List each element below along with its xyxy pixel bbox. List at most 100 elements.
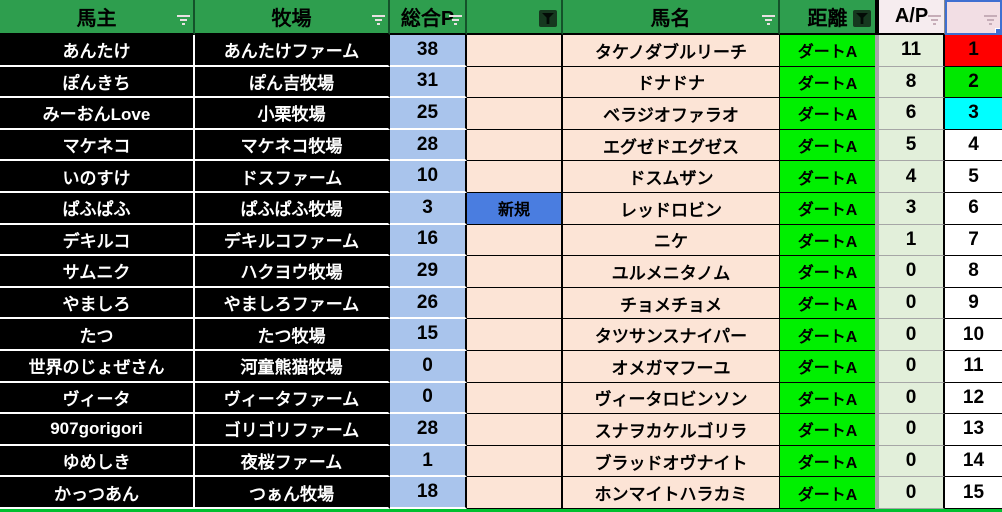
ap-cell[interactable]: 0: [875, 256, 945, 288]
ap-cell[interactable]: 0: [875, 445, 945, 478]
tag-cell[interactable]: [467, 224, 563, 257]
farm-cell[interactable]: ヴィータファーム: [195, 382, 390, 415]
filter-dropdown-icon[interactable]: [372, 14, 385, 26]
horse-name-cell[interactable]: ブラッドオヴナイト: [563, 445, 780, 478]
points-cell[interactable]: 3: [390, 192, 467, 225]
filter-dropdown-icon[interactable]: [177, 14, 190, 26]
tag-cell[interactable]: [467, 256, 563, 288]
owner-cell[interactable]: 世界のじょぜさん: [0, 350, 195, 383]
tag-cell[interactable]: [467, 414, 563, 446]
column-header-horse[interactable]: 馬名: [563, 0, 780, 35]
distance-cell[interactable]: ダートA: [780, 161, 875, 193]
distance-cell[interactable]: ダートA: [780, 35, 875, 67]
owner-cell[interactable]: いのすけ: [0, 161, 195, 193]
distance-cell[interactable]: ダートA: [780, 287, 875, 320]
owner-cell[interactable]: ゆめしき: [0, 445, 195, 478]
points-cell[interactable]: 0: [390, 382, 467, 415]
horse-name-cell[interactable]: ドスムザン: [563, 161, 780, 193]
owner-cell[interactable]: サムニク: [0, 256, 195, 288]
horse-name-cell[interactable]: スナヲカケルゴリラ: [563, 414, 780, 446]
owner-cell[interactable]: ぱふぱふ: [0, 192, 195, 225]
distance-cell[interactable]: ダートA: [780, 224, 875, 257]
ap-cell[interactable]: 0: [875, 414, 945, 446]
tag-cell[interactable]: [467, 319, 563, 351]
rank-cell[interactable]: 15: [945, 477, 1002, 509]
distance-cell[interactable]: ダートA: [780, 382, 875, 415]
owner-cell[interactable]: たつ: [0, 319, 195, 351]
horse-name-cell[interactable]: オメガマフーユ: [563, 350, 780, 383]
horse-name-cell[interactable]: ドナドナ: [563, 66, 780, 99]
distance-cell[interactable]: ダートA: [780, 129, 875, 162]
rank-cell[interactable]: 10: [945, 319, 1002, 351]
ap-cell[interactable]: 3: [875, 192, 945, 225]
distance-cell[interactable]: ダートA: [780, 414, 875, 446]
farm-cell[interactable]: 夜桜ファーム: [195, 445, 390, 478]
horse-name-cell[interactable]: ホンマイトハラカミ: [563, 477, 780, 509]
horse-name-cell[interactable]: タツサンスナイパー: [563, 319, 780, 351]
ap-cell[interactable]: 11: [875, 35, 945, 67]
selection-fill-handle[interactable]: [995, 28, 1000, 33]
ap-cell[interactable]: 1: [875, 224, 945, 257]
filter-active-icon[interactable]: [853, 10, 871, 27]
points-cell[interactable]: 26: [390, 287, 467, 320]
rank-cell[interactable]: 6: [945, 192, 1002, 225]
owner-cell[interactable]: ヴィータ: [0, 382, 195, 415]
farm-cell[interactable]: ぽん吉牧場: [195, 66, 390, 99]
column-header-distance[interactable]: 距離: [780, 0, 875, 35]
horse-name-cell[interactable]: タケノダブルリーチ: [563, 35, 780, 67]
tag-cell[interactable]: 新規: [467, 192, 563, 225]
distance-cell[interactable]: ダートA: [780, 66, 875, 99]
farm-cell[interactable]: つぁん牧場: [195, 477, 390, 509]
ap-cell[interactable]: 0: [875, 477, 945, 509]
points-cell[interactable]: 0: [390, 350, 467, 383]
owner-cell[interactable]: みーおんLove: [0, 98, 195, 130]
farm-cell[interactable]: やましろファーム: [195, 287, 390, 320]
horse-name-cell[interactable]: ベラジオファラオ: [563, 98, 780, 130]
tag-cell[interactable]: [467, 445, 563, 478]
tag-cell[interactable]: [467, 350, 563, 383]
filter-dropdown-icon[interactable]: [449, 14, 462, 26]
rank-cell[interactable]: 3: [945, 98, 1002, 130]
tag-cell[interactable]: [467, 66, 563, 99]
tag-cell[interactable]: [467, 287, 563, 320]
ap-cell[interactable]: 8: [875, 66, 945, 99]
points-cell[interactable]: 16: [390, 224, 467, 257]
farm-cell[interactable]: マケネコ牧場: [195, 129, 390, 162]
farm-cell[interactable]: ハクヨウ牧場: [195, 256, 390, 288]
points-cell[interactable]: 38: [390, 35, 467, 67]
owner-cell[interactable]: デキルコ: [0, 224, 195, 257]
rank-cell[interactable]: 1: [945, 35, 1002, 67]
farm-cell[interactable]: 小栗牧場: [195, 98, 390, 130]
owner-cell[interactable]: かっつあん: [0, 477, 195, 509]
rank-cell[interactable]: 4: [945, 129, 1002, 162]
column-header-rank-selected-cell[interactable]: [945, 0, 1002, 35]
rank-cell[interactable]: 7: [945, 224, 1002, 257]
rank-cell[interactable]: 5: [945, 161, 1002, 193]
ap-cell[interactable]: 6: [875, 98, 945, 130]
filter-dropdown-icon[interactable]: [762, 14, 775, 26]
rank-cell[interactable]: 13: [945, 414, 1002, 446]
tag-cell[interactable]: [467, 35, 563, 67]
column-header-farm[interactable]: 牧場: [195, 0, 390, 35]
column-header-owner[interactable]: 馬主: [0, 0, 195, 35]
distance-cell[interactable]: ダートA: [780, 477, 875, 509]
farm-cell[interactable]: ゴリゴリファーム: [195, 414, 390, 446]
column-header-points[interactable]: 総合P: [390, 0, 467, 35]
points-cell[interactable]: 1: [390, 445, 467, 478]
owner-cell[interactable]: やましろ: [0, 287, 195, 320]
filter-dropdown-icon[interactable]: [984, 14, 997, 26]
filter-active-icon[interactable]: [539, 10, 557, 27]
ap-cell[interactable]: 0: [875, 350, 945, 383]
owner-cell[interactable]: 907gorigori: [0, 414, 195, 446]
points-cell[interactable]: 18: [390, 477, 467, 509]
points-cell[interactable]: 25: [390, 98, 467, 130]
points-cell[interactable]: 28: [390, 414, 467, 446]
tag-cell[interactable]: [467, 98, 563, 130]
farm-cell[interactable]: 河童熊猫牧場: [195, 350, 390, 383]
column-header-ap[interactable]: A/P: [875, 0, 945, 35]
distance-cell[interactable]: ダートA: [780, 350, 875, 383]
ap-cell[interactable]: 0: [875, 287, 945, 320]
farm-cell[interactable]: デキルコファーム: [195, 224, 390, 257]
rank-cell[interactable]: 11: [945, 350, 1002, 383]
horse-name-cell[interactable]: ユルメニタノム: [563, 256, 780, 288]
